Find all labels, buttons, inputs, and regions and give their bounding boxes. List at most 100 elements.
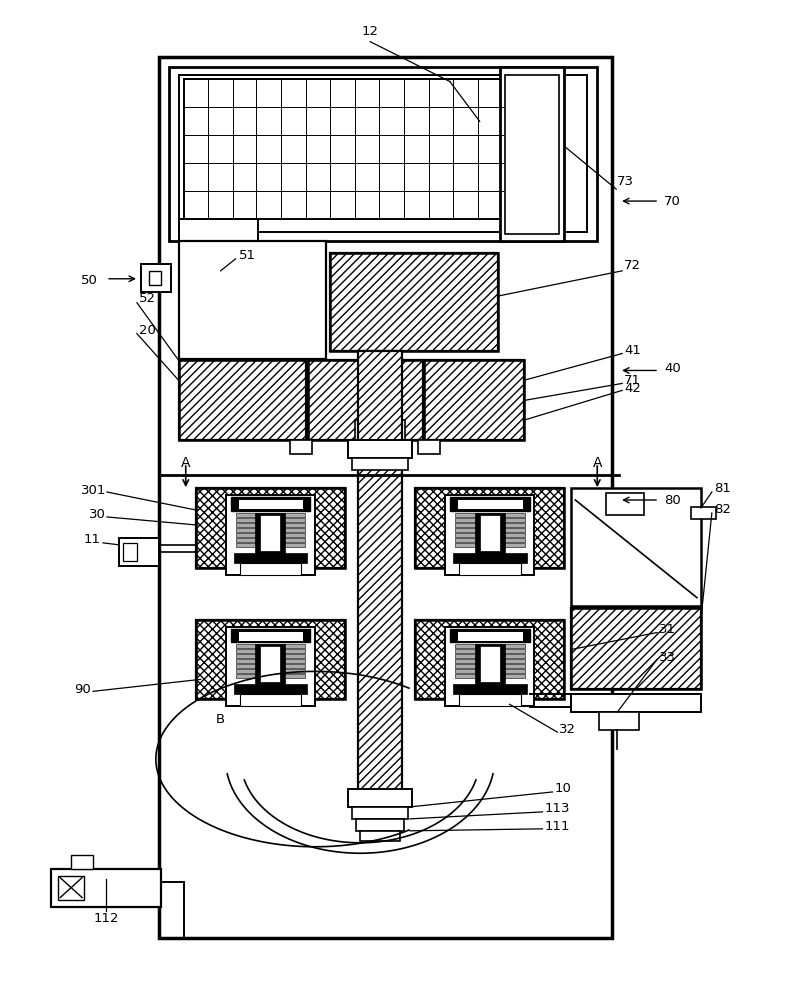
Bar	[236, 654, 305, 658]
Bar	[349, 440, 412, 458]
Bar	[455, 518, 524, 522]
Bar	[505, 75, 560, 234]
Bar	[238, 499, 303, 509]
Bar	[159, 57, 612, 938]
Bar	[255, 513, 286, 553]
Bar	[445, 627, 535, 706]
Text: 301: 301	[81, 484, 106, 497]
Bar	[231, 497, 310, 511]
Bar	[499, 67, 564, 241]
Bar	[475, 644, 505, 684]
Bar	[238, 631, 303, 641]
Bar	[457, 631, 523, 641]
Bar	[599, 712, 639, 730]
Bar	[51, 869, 161, 907]
Bar	[236, 543, 305, 547]
Bar	[453, 553, 527, 563]
Bar	[195, 488, 345, 568]
Bar	[236, 518, 305, 522]
Bar	[290, 440, 312, 454]
Text: 52: 52	[139, 292, 156, 305]
Text: 82: 82	[714, 503, 731, 516]
Text: 31: 31	[659, 623, 676, 636]
Bar	[123, 543, 137, 561]
Text: 33: 33	[659, 651, 676, 664]
Bar	[169, 67, 597, 241]
Bar	[236, 533, 305, 537]
Bar	[571, 488, 701, 606]
Bar	[309, 360, 363, 440]
Bar	[195, 488, 345, 568]
Bar	[119, 538, 159, 566]
Bar	[415, 488, 564, 568]
Bar	[236, 664, 305, 668]
Bar	[415, 620, 564, 699]
Bar	[71, 855, 93, 869]
Bar	[355, 420, 405, 440]
Bar	[455, 523, 524, 527]
Bar	[455, 654, 524, 658]
Bar	[362, 440, 398, 458]
Text: 113: 113	[545, 802, 570, 815]
Bar	[455, 664, 524, 668]
Text: 81: 81	[714, 482, 731, 495]
Text: 111: 111	[545, 820, 570, 833]
Bar	[236, 674, 305, 678]
Bar	[239, 563, 301, 575]
Bar	[458, 694, 520, 706]
Bar	[236, 649, 305, 653]
Bar	[330, 253, 498, 351]
Bar	[455, 674, 524, 678]
Text: A: A	[181, 456, 191, 470]
Bar	[195, 620, 345, 699]
Bar	[236, 659, 305, 663]
Bar	[571, 694, 701, 712]
Bar	[234, 553, 307, 563]
Bar	[418, 440, 440, 454]
Bar	[363, 360, 423, 440]
Bar	[179, 219, 258, 241]
Bar	[455, 528, 524, 532]
Bar	[455, 538, 524, 542]
Bar	[455, 513, 524, 517]
Bar	[261, 515, 280, 551]
Bar	[184, 79, 502, 219]
Bar	[179, 241, 327, 359]
Bar	[236, 513, 305, 517]
Text: 73: 73	[617, 175, 634, 188]
Bar	[352, 458, 408, 470]
Bar	[453, 684, 527, 694]
Bar	[475, 513, 505, 553]
Text: 90: 90	[75, 683, 91, 696]
Bar	[691, 507, 716, 519]
Bar	[415, 620, 564, 699]
Text: 32: 32	[560, 723, 576, 736]
Bar	[363, 360, 423, 440]
Bar	[457, 499, 523, 509]
Text: 20: 20	[139, 324, 155, 337]
Bar	[450, 629, 530, 642]
Bar	[571, 608, 701, 689]
Bar	[455, 649, 524, 653]
Bar	[236, 538, 305, 542]
Bar	[141, 264, 171, 292]
Bar	[236, 669, 305, 673]
Text: 70: 70	[664, 195, 681, 208]
Text: 10: 10	[554, 782, 571, 795]
Text: 50: 50	[81, 274, 97, 287]
Bar	[330, 253, 498, 351]
Bar	[352, 807, 408, 819]
Text: 30: 30	[89, 508, 106, 521]
Bar	[455, 644, 524, 648]
Text: 112: 112	[93, 912, 119, 925]
Bar	[424, 360, 524, 440]
Text: 12: 12	[362, 25, 378, 38]
Text: 71: 71	[624, 374, 641, 387]
Bar	[349, 789, 412, 807]
Bar	[255, 644, 286, 684]
Bar	[415, 488, 564, 568]
Bar	[455, 533, 524, 537]
Bar	[455, 659, 524, 663]
Bar	[236, 644, 305, 648]
Bar	[239, 694, 301, 706]
